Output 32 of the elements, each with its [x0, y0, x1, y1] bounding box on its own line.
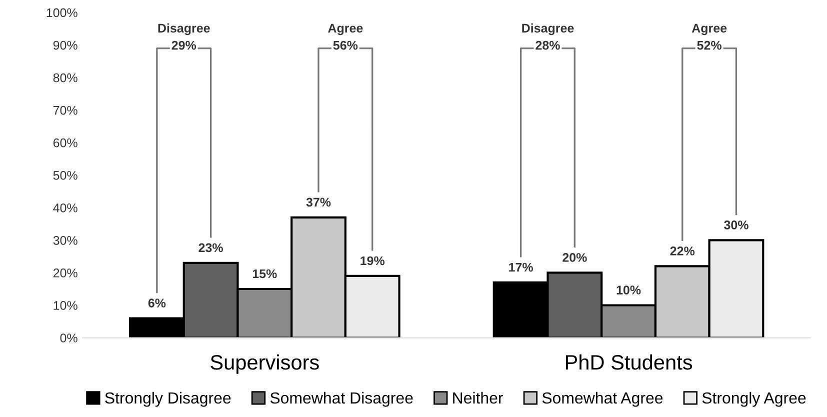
y-tick-label: 50%: [53, 170, 78, 180]
data-label: 15%: [252, 269, 277, 278]
legend-label: Neither: [453, 392, 504, 404]
data-label: 22%: [670, 246, 695, 256]
data-label: 23%: [198, 243, 223, 252]
annotation: Agree 52%: [692, 24, 727, 50]
x-tick-label: PhD Students: [566, 354, 692, 370]
legend-label: Strongly Agree: [702, 392, 806, 407]
data-label: 30%: [724, 220, 748, 230]
legend-label: Somewhat Disagree: [270, 392, 413, 407]
data-label: 10%: [616, 286, 641, 294]
y-tick-label: 70%: [53, 106, 78, 115]
y-tick-label: 10%: [54, 301, 78, 310]
x-tick-label: Supervisors: [210, 354, 319, 374]
annotation: Disagree 29%: [158, 23, 210, 50]
y-tick-label: 30%: [53, 236, 78, 245]
data-label: 17%: [509, 262, 533, 272]
data-label: 37%: [306, 198, 331, 207]
legend-label: Somewhat Agree: [542, 392, 663, 407]
y-tick-label: 90%: [53, 40, 78, 50]
annotation: Disagree 28%: [522, 23, 574, 50]
data-label: 19%: [360, 256, 385, 266]
y-tick-label: 100%: [46, 8, 78, 18]
data-label: 6%: [148, 298, 166, 308]
legend-label: Strongly Disagree: [105, 392, 231, 407]
annotation: Agree 56%: [328, 24, 363, 50]
data-label: 20%: [562, 253, 587, 262]
y-tick-label: 0%: [60, 334, 78, 342]
y-tick-label: 60%: [53, 138, 78, 148]
y-tick-label: 40%: [53, 203, 78, 212]
y-tick-label: 80%: [53, 73, 78, 82]
y-tick-label: 20%: [53, 268, 78, 278]
